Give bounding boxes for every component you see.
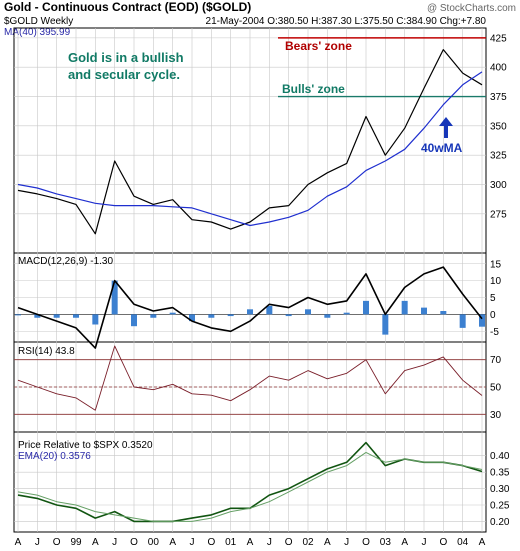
- y-tick-label: 5: [490, 293, 496, 304]
- y-tick-label: 50: [490, 383, 502, 394]
- x-tick-label: A: [401, 537, 408, 548]
- y-tick-label: 375: [490, 92, 507, 103]
- tick-labels: A J O 99 A J O 00 A J O 01 A J O 02 A J O 03 A J O 04 A275300325…: [15, 33, 510, 548]
- ma-arrow-label: 40wMA: [421, 141, 463, 155]
- x-tick-label: A: [15, 537, 22, 548]
- cycle-annotation-line2: and secular cycle.: [68, 67, 180, 82]
- macd-histogram-bar: [189, 314, 195, 322]
- y-tick-label: 0.20: [490, 517, 510, 528]
- series-layer: [17, 48, 483, 523]
- x-tick-label: A: [247, 537, 254, 548]
- y-tick-label: 0.25: [490, 501, 510, 512]
- chart-title: Gold - Continuous Contract (EOD) ($GOLD): [4, 0, 251, 14]
- y-tick-label: 10: [490, 276, 502, 287]
- macd-histogram-bar: [440, 311, 447, 315]
- macd-histogram-bar: [53, 314, 60, 318]
- macd-histogram-bar: [285, 314, 292, 317]
- macd-histogram-bar: [363, 300, 369, 315]
- x-tick-label: 01: [225, 537, 237, 548]
- cycle-annotation-line1: Gold is in a bullish: [68, 50, 184, 65]
- macd-histogram-bar: [111, 280, 118, 315]
- x-tick-label: A: [92, 537, 99, 548]
- macd-series-0-line: [17, 266, 483, 349]
- macd-histogram-bar: [324, 314, 331, 318]
- copyright-text: @ StockCharts.com: [427, 3, 516, 14]
- y-tick-label: 0.30: [490, 484, 510, 495]
- bears-zone-label: Bears' zone: [285, 39, 352, 53]
- x-tick-label: A: [324, 537, 331, 548]
- macd-histogram-bar: [479, 314, 485, 327]
- ema-label: EMA(20) 0.3576: [18, 451, 91, 462]
- macd-histogram-bar: [15, 314, 21, 316]
- macd-histogram-bar: [305, 309, 311, 315]
- macd-histogram-bar: [382, 314, 389, 335]
- rsi-label: RSI(14) 43.8: [18, 346, 75, 357]
- x-tick-label: J: [267, 537, 272, 548]
- y-tick-label: 275: [490, 209, 507, 220]
- x-tick-label: J: [112, 537, 117, 548]
- x-tick-label: J: [344, 537, 349, 548]
- macd-label: MACD(12,26,9) -1.30: [18, 256, 113, 267]
- x-tick-label: O: [130, 537, 138, 548]
- ohlc-label: 21-May-2004 O:380.50 H:387.30 L:375.50 C…: [206, 16, 487, 27]
- y-tick-label: -5: [490, 327, 499, 338]
- macd-histogram-bar: [208, 314, 215, 318]
- x-tick-label: 00: [148, 537, 160, 548]
- macd-histogram-bar: [247, 309, 253, 315]
- x-tick-label: 03: [380, 537, 392, 548]
- relative-series-1-line: [17, 451, 483, 522]
- x-tick-label: A: [169, 537, 176, 548]
- bulls-zone-label: Bulls' zone: [282, 82, 345, 96]
- x-tick-label: J: [422, 537, 427, 548]
- y-tick-label: 0.35: [490, 468, 510, 479]
- x-tick-label: A: [479, 537, 486, 548]
- x-tick-label: 99: [70, 537, 82, 548]
- y-tick-label: 0: [490, 310, 496, 321]
- symbol-label: $GOLD Weekly: [4, 16, 73, 27]
- macd-histogram-bar: [343, 312, 350, 315]
- y-tick-label: 325: [490, 151, 507, 162]
- macd-histogram-bar: [421, 307, 427, 315]
- y-tick-label: 300: [490, 180, 507, 191]
- x-tick-label: J: [35, 537, 40, 548]
- x-tick-label: O: [439, 537, 447, 548]
- macd-histogram-bar: [150, 314, 157, 318]
- x-tick-label: O: [207, 537, 215, 548]
- x-tick-label: O: [53, 537, 61, 548]
- y-tick-label: 400: [490, 63, 507, 74]
- up-arrow-icon: [439, 117, 453, 138]
- y-tick-label: 15: [490, 259, 502, 270]
- macd-histogram-bar: [131, 314, 137, 327]
- macd-histogram-bar: [34, 314, 41, 318]
- x-tick-label: J: [190, 537, 195, 548]
- y-tick-label: 30: [490, 410, 502, 421]
- macd-histogram-bar: [227, 314, 234, 317]
- x-tick-label: O: [285, 537, 293, 548]
- x-tick-label: 04: [457, 537, 469, 548]
- rsi-series-0-line: [17, 345, 483, 411]
- macd-histogram-bar: [266, 305, 273, 315]
- y-tick-label: 350: [490, 121, 507, 132]
- macd-histogram-bar: [169, 312, 176, 315]
- x-tick-label: O: [362, 537, 370, 548]
- relative-label: Price Relative to $SPX 0.3520: [18, 440, 153, 451]
- price-series-1-line: [17, 71, 483, 227]
- macd-histogram-bar: [401, 300, 408, 315]
- y-tick-label: 425: [490, 33, 507, 44]
- x-tick-label: 02: [302, 537, 314, 548]
- y-tick-label: 0.40: [490, 451, 510, 462]
- macd-histogram-bar: [459, 314, 466, 328]
- reference-lines: [14, 37, 486, 415]
- macd-histogram-bar: [92, 314, 99, 325]
- y-tick-label: 70: [490, 355, 502, 366]
- price-series-0-line: [17, 48, 483, 235]
- macd-histogram-bar: [73, 314, 79, 318]
